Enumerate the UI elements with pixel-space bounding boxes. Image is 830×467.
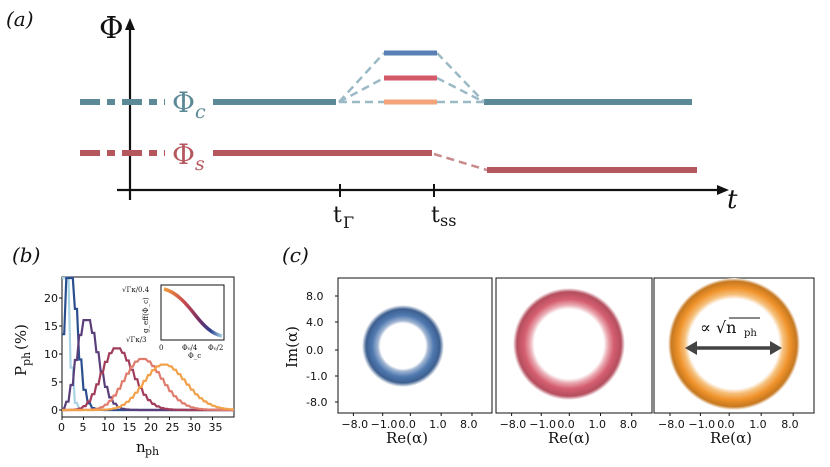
inset-y-label: g_eff(Φ_c) <box>142 297 150 333</box>
inset-x-tick-2: Φ₀/2 <box>208 344 223 352</box>
c-ytick-label: 8.0 <box>306 290 324 303</box>
phi-c-label: Φ <box>172 86 195 119</box>
radius-annotation: ∝ √n <box>700 318 736 337</box>
panel-b-curves <box>62 276 235 412</box>
c-xtick-label: 0.0 <box>557 418 575 431</box>
ring-pink <box>513 288 625 400</box>
b-xtick-label: 30 <box>187 421 201 434</box>
inset-curve <box>163 287 223 338</box>
c-xtick-label: 8.0 <box>460 418 478 431</box>
inset-x-tick-0: 0 <box>159 344 163 352</box>
panel-a-y-label: Φ <box>99 11 124 46</box>
panel-b-label: (b) <box>12 243 40 267</box>
b-ytick-label: 5 <box>51 376 58 389</box>
ring-blue <box>362 305 444 387</box>
panel-b-x-label-sub: ph <box>145 445 159 458</box>
c-xtick-label: 8.0 <box>781 418 799 431</box>
b-xtick-label: 35 <box>209 421 223 434</box>
radius-arrow-right-head <box>770 341 782 355</box>
panel-b-x-ticks: 0 5 10 15 20 25 30 35 <box>58 417 223 434</box>
ring-orange <box>668 278 800 410</box>
phi-s-transition-dashes <box>433 152 488 172</box>
b-ytick-label: 10 <box>44 348 58 361</box>
panel-a-label: (a) <box>6 7 34 31</box>
c-xtick-label: 1.0 <box>749 418 767 431</box>
b-ytick-label: 15 <box>44 320 58 333</box>
phi-s-label: Φ <box>172 138 195 171</box>
c-xtick-label: 8.0 <box>620 418 638 431</box>
phi-c-transition-dashes <box>338 52 485 104</box>
t-gamma-label: t <box>333 203 342 228</box>
panel-a-y-arrow <box>125 18 135 30</box>
c-xtick-label: −1.0 <box>371 418 398 431</box>
c-xtick-label: 0.0 <box>398 418 416 431</box>
c-xtick-label: 1.0 <box>429 418 447 431</box>
c-xtick-label: 0.0 <box>717 418 735 431</box>
panel-b-y-label-sub: ph <box>20 352 33 366</box>
c-ytick-label: -1.0 <box>306 370 327 383</box>
c-xtick-label: −8.0 <box>658 418 685 431</box>
b-xtick-label: 0 <box>58 421 65 434</box>
c-ytick-label: 0.0 <box>306 344 324 357</box>
c-xtick-label: −8.0 <box>500 418 527 431</box>
phi-s-sub: s <box>195 153 205 175</box>
panel-c-x-label-1: Re(α) <box>386 429 428 447</box>
radius-arrow-left-head <box>685 341 697 355</box>
inset-y-bottom: √Γκ/3 <box>126 336 147 344</box>
inset-x-tick-1: Φ₀/4 <box>182 344 198 352</box>
panel-c-y-ticks: 8.0 4.0 0.0 -1.0 -8.0 <box>306 290 338 409</box>
pn-curve-5 <box>62 363 235 412</box>
b-xtick-label: 20 <box>144 421 158 434</box>
panel-b-y-ticks: 0 5 10 15 20 <box>44 292 62 417</box>
panel-b-x-label: n <box>136 438 146 456</box>
c-xtick-label: −1.0 <box>688 418 715 431</box>
b-ytick-label: 20 <box>44 292 58 305</box>
b-xtick-label: 15 <box>123 421 137 434</box>
panel-c-x-label-3: Re(α) <box>710 429 752 447</box>
c-xtick-label: −1.0 <box>529 418 556 431</box>
panel-c-frame-2 <box>495 277 653 414</box>
t-ss-sub: ss <box>440 211 456 230</box>
panel-c-x-label-2: Re(α) <box>548 429 590 447</box>
panel-c-x-ticks: −8.0 −1.0 0.0 1.0 8.0 −8.0 −1.0 0.0 1.0 8.0 −8.0 −1… <box>341 413 799 431</box>
t-gamma-sub: Γ <box>343 213 354 232</box>
panel-a-x-label: t <box>727 185 738 215</box>
t-ss-label: t <box>431 203 440 228</box>
panel-b-y-label-unit: (%) <box>12 324 30 350</box>
c-xtick-label: −8.0 <box>341 418 368 431</box>
pn-curve-3 <box>62 347 234 412</box>
b-xtick-label: 25 <box>166 421 180 434</box>
radius-annotation-sub: ph <box>744 328 757 339</box>
panel-c-label: (c) <box>282 243 309 267</box>
panel-c-y-label: Im(α) <box>283 326 301 368</box>
b-xtick-label: 5 <box>80 421 87 434</box>
panel-c-frame-1 <box>337 277 493 414</box>
c-ytick-label: -8.0 <box>306 396 327 409</box>
c-xtick-label: 1.0 <box>589 418 607 431</box>
panel-b-y-label: P <box>12 366 30 376</box>
phi-c-sub: c <box>195 101 206 123</box>
c-ytick-label: 4.0 <box>306 316 324 329</box>
panel-a-x-arrow <box>717 185 729 195</box>
inset-y-top: √Γκ/0.4 <box>122 286 150 294</box>
b-xtick-label: 10 <box>101 421 115 434</box>
inset-x-label: Φ_c <box>188 352 201 360</box>
b-ytick-label: 0 <box>51 404 58 417</box>
